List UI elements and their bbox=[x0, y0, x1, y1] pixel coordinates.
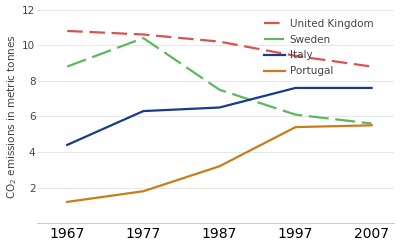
Sweden bbox=[141, 37, 146, 40]
Italy bbox=[65, 144, 70, 146]
United Kingdom bbox=[217, 40, 222, 43]
Line: United Kingdom: United Kingdom bbox=[67, 31, 372, 66]
Legend: United Kingdom, Sweden, Italy, Portugal: United Kingdom, Sweden, Italy, Portugal bbox=[264, 19, 374, 76]
Sweden bbox=[369, 122, 374, 125]
Portugal bbox=[217, 165, 222, 168]
Portugal bbox=[293, 126, 298, 129]
United Kingdom bbox=[369, 65, 374, 68]
Line: Sweden: Sweden bbox=[67, 38, 372, 123]
Sweden bbox=[293, 113, 298, 116]
Line: Italy: Italy bbox=[67, 88, 372, 145]
Portugal bbox=[65, 200, 70, 203]
Sweden bbox=[217, 88, 222, 91]
Sweden bbox=[65, 65, 70, 68]
Portugal bbox=[141, 190, 146, 193]
United Kingdom bbox=[65, 29, 70, 32]
Y-axis label: CO$_2$ emissions in metric tonnes: CO$_2$ emissions in metric tonnes bbox=[6, 34, 19, 199]
Italy bbox=[293, 86, 298, 89]
United Kingdom bbox=[293, 54, 298, 57]
Italy bbox=[217, 106, 222, 109]
United Kingdom bbox=[141, 33, 146, 36]
Portugal bbox=[369, 124, 374, 127]
Italy bbox=[141, 110, 146, 113]
Line: Portugal: Portugal bbox=[67, 125, 372, 202]
Italy bbox=[369, 86, 374, 89]
